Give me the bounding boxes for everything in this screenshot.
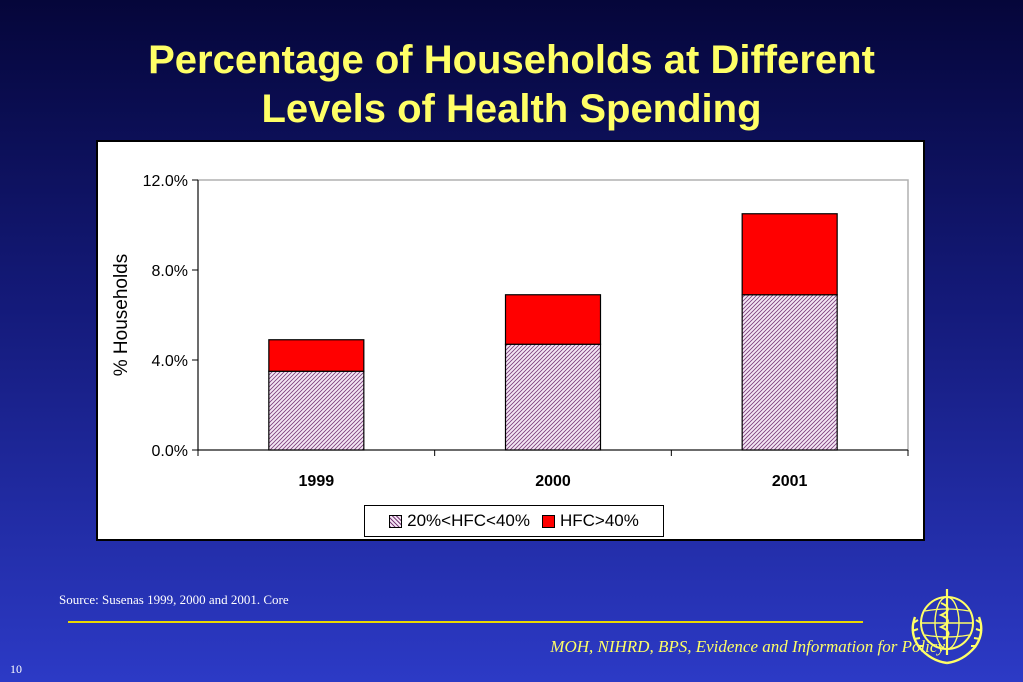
who-emblem-icon <box>911 589 983 665</box>
legend-item-series-1: 20%<HFC<40% <box>389 511 530 531</box>
bar-hfc-over-40-2000 <box>504 294 602 345</box>
source-note: Source: Susenas 1999, 2000 and 2001. Cor… <box>59 592 289 607</box>
bar-hfc-over-40-1999 <box>268 339 365 372</box>
title-line-1: Percentage of Households at Different <box>148 38 875 82</box>
legend-item-series-2: HFC>40% <box>541 511 639 531</box>
x-tick-label: 1999 <box>299 473 335 490</box>
bar-hfc-20-40-2000 <box>504 343 602 451</box>
chart-container: 0.0% 4.0% 8.0% 12.0% % Households 1999 2000 200… <box>96 140 925 541</box>
legend-swatch-red <box>541 514 555 528</box>
title-line-2: Levels of Health Spending <box>261 87 762 131</box>
page-number: 10 <box>10 662 22 676</box>
slide-title: Percentage of Households at Different Le… <box>0 36 1023 134</box>
bar-hfc-over-40-2001 <box>741 213 838 296</box>
x-tick-label: 2000 <box>535 473 571 490</box>
y-tick-label: 0.0% <box>152 443 188 460</box>
bar-hfc-20-40-2001 <box>741 294 838 451</box>
x-tick-label: 2001 <box>772 473 808 490</box>
y-axis-title: % Households <box>111 254 132 377</box>
legend-label-series-1: 20%<HFC<40% <box>407 511 530 530</box>
bar-hfc-20-40-1999 <box>268 370 365 451</box>
footer-divider <box>68 621 863 623</box>
stacked-bar-chart: 0.0% 4.0% 8.0% 12.0% % Households 1999 2000 200… <box>111 173 909 490</box>
legend-label-series-2: HFC>40% <box>559 511 639 530</box>
y-tick-label: 4.0% <box>152 353 188 370</box>
chart-legend: 20%<HFC<40% HFC>40% <box>364 505 664 537</box>
footer-credit: MOH, NIHRD, BPS, Evidence and Informatio… <box>550 637 945 656</box>
y-tick-label: 12.0% <box>143 173 188 190</box>
y-tick-label: 8.0% <box>152 263 188 280</box>
legend-swatch-hatch <box>389 514 403 528</box>
